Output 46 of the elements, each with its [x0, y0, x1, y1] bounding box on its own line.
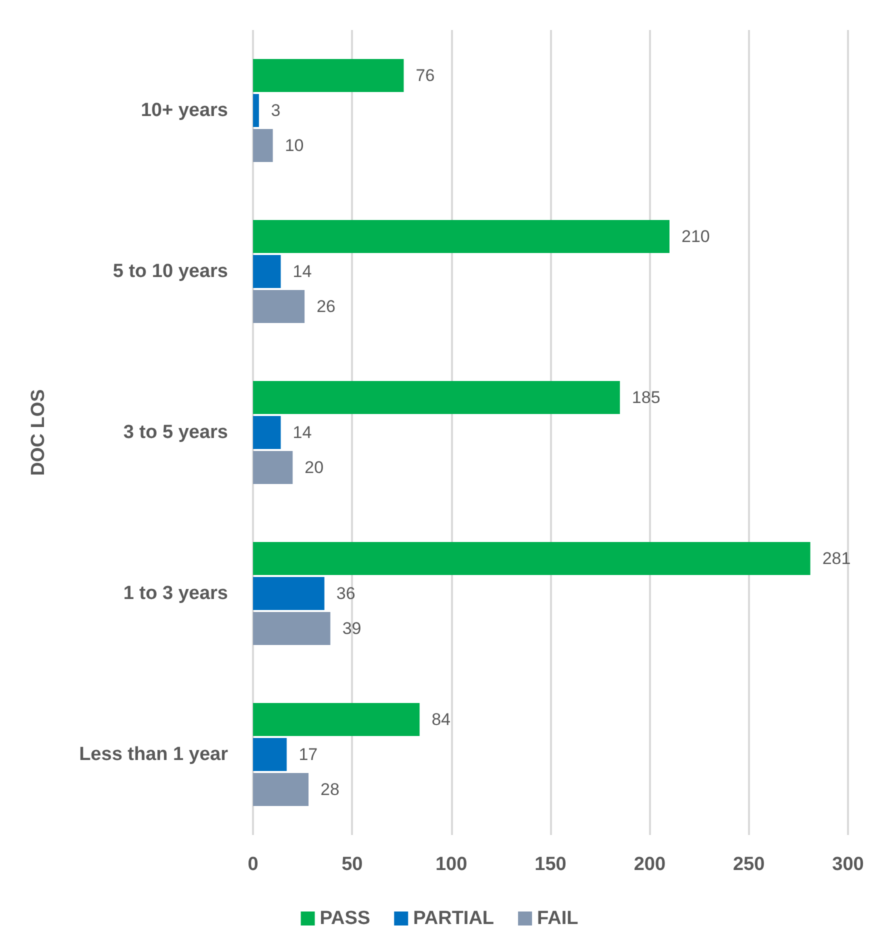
- data-label: 20: [304, 458, 324, 477]
- data-label: 3: [270, 101, 280, 120]
- data-label: 210: [682, 227, 710, 246]
- y-tick-label: 3 to 5 years: [123, 422, 228, 443]
- bar: [253, 542, 810, 576]
- bar: [253, 290, 305, 323]
- legend-label: PASS: [320, 908, 370, 929]
- bar: [253, 416, 281, 449]
- bar: [253, 738, 287, 771]
- data-label: 76: [416, 66, 435, 86]
- bar: [253, 255, 281, 288]
- data-label: 28: [320, 780, 340, 799]
- bar: [253, 450, 293, 484]
- bar: [253, 128, 273, 162]
- data-label: 84: [432, 710, 451, 730]
- data-label: 17: [298, 745, 318, 764]
- bar: [253, 94, 259, 127]
- x-tick-label: 0: [248, 854, 258, 875]
- y-tick-label: 1 to 3 years: [123, 583, 228, 604]
- data-label: 14: [292, 262, 312, 281]
- y-tick-label: 5 to 10 years: [112, 261, 228, 282]
- x-tick-label: 100: [435, 854, 468, 875]
- data-label: 26: [316, 296, 336, 316]
- x-tick-label: 300: [832, 854, 864, 875]
- y-tick-label: 10+ years: [140, 100, 228, 121]
- data-label: 14: [292, 423, 312, 442]
- x-tick-label: 150: [534, 854, 566, 875]
- bar: [253, 220, 670, 254]
- data-label: 185: [632, 388, 660, 408]
- legend-label: PARTIAL: [413, 908, 494, 929]
- data-label: 39: [342, 618, 362, 638]
- bar: [253, 772, 309, 806]
- data-label: 281: [822, 549, 851, 568]
- bar: [253, 703, 420, 736]
- bar: [253, 577, 324, 610]
- data-label: 36: [336, 584, 356, 603]
- y-axis-title: DOC LOS: [28, 389, 49, 476]
- bar: [253, 59, 404, 92]
- bar: [253, 612, 330, 645]
- x-tick-label: 250: [732, 854, 765, 875]
- bar: [253, 381, 620, 414]
- data-label: 10: [284, 136, 304, 155]
- x-tick-label: 200: [634, 854, 666, 875]
- x-tick-label: 50: [342, 854, 363, 875]
- y-tick-label: Less than 1 year: [79, 744, 229, 765]
- legend-label: FAIL: [537, 908, 579, 929]
